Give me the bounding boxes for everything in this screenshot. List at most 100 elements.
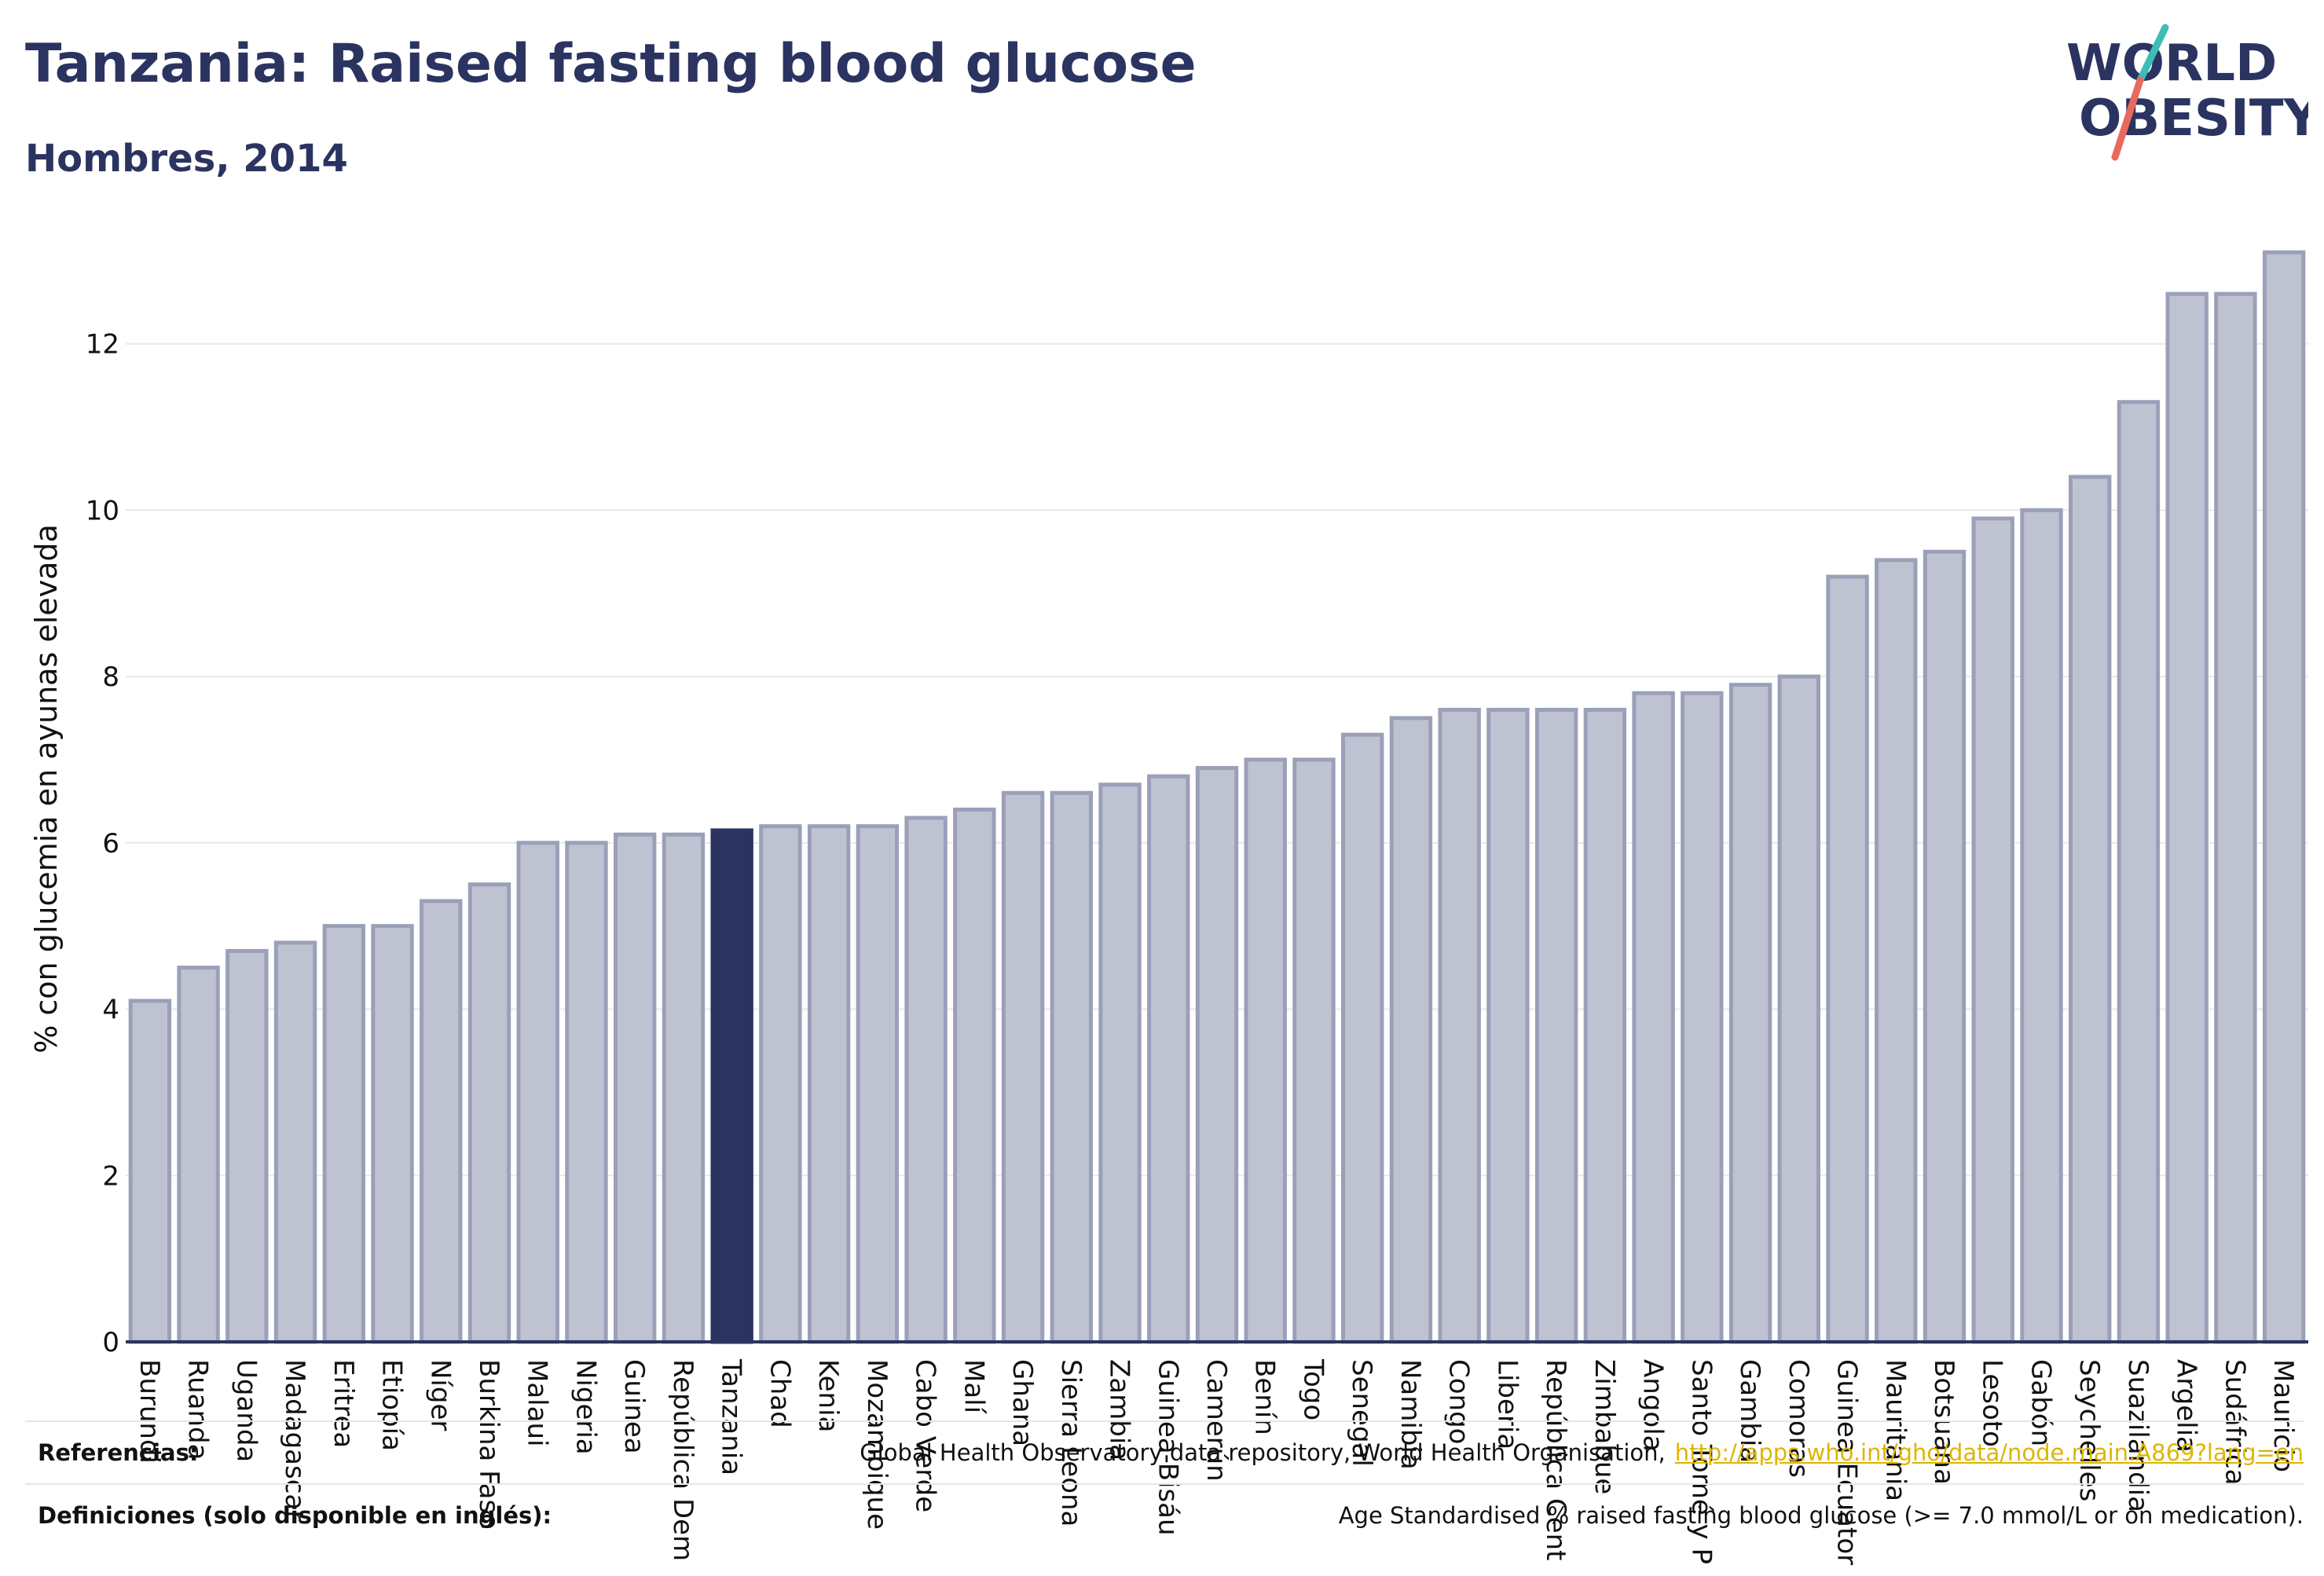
bar [322,924,365,1344]
bar [1292,757,1336,1344]
bar [1583,707,1627,1344]
bar [516,841,559,1344]
x-tick-label: Togo [1297,1358,1329,1420]
bar [565,841,608,1344]
bar [467,882,511,1344]
logo-slash-top [2136,24,2169,84]
x-tick-label: Etiopía [376,1359,408,1451]
x-tick-label: Namibia [1395,1359,1426,1470]
references-link[interactable]: http://apps.who.int/gho/data/node.main.A… [1674,1439,2304,1466]
bar [1195,766,1239,1344]
bar [1777,674,1820,1344]
bar [1728,683,1772,1344]
x-tick-label: Comoras [1783,1359,1814,1478]
bar [614,832,657,1344]
y-tick-label: 2 [102,1160,119,1192]
references-label: Referencias: [38,1439,199,1466]
x-tick-label: Malaui [522,1359,553,1446]
x-tick-label: Tanzania [716,1358,747,1475]
x-tick-label: Congo [1443,1359,1475,1444]
bar [1875,558,1918,1344]
x-tick-label: Nigeria [570,1359,601,1455]
bar [2020,508,2063,1344]
x-tick-label: Gambia [1734,1359,1765,1463]
bar [1632,691,1675,1344]
references-row: Referencias: Global Health Observatory d… [25,1420,2304,1485]
x-tick-label: Níger [424,1359,456,1431]
logo-slash-bottom [2111,76,2144,161]
bar [1826,574,1869,1344]
x-tick-label: Argelia [2171,1359,2202,1453]
chart-title: Tanzania: Raised fasting blood glucose [25,33,1197,95]
bar [1098,783,1142,1344]
bar [273,940,317,1344]
bar [420,899,463,1344]
world-obesity-logo: WORLD OBESITY [2066,24,2308,161]
x-tick-label: Angola [1637,1359,1669,1451]
y-axis-label: % con glucemia en ayunas elevada [29,524,64,1054]
definitions-label: Definiciones (solo disponible en inglés)… [38,1502,552,1529]
x-tick-label: Suazilandia [2122,1359,2154,1512]
references-text: Global Health Observatory data repositor… [860,1439,1666,1466]
x-tick-label: Chad [764,1359,795,1428]
x-tick-label: Kenia [812,1359,844,1432]
bar [904,815,948,1344]
x-tick-label: Mozambique [861,1359,893,1530]
x-tick-label: Zimbabue [1589,1359,1620,1494]
x-tick-label: Seychelles [2073,1359,2105,1501]
logo-text-obesity: OBESITY [2079,90,2308,148]
bar [2117,400,2161,1344]
x-tick-label: Burundi [134,1359,165,1464]
y-tick-label: 8 [102,662,119,693]
x-tick-label: Madagascar [279,1359,310,1521]
bar [2069,475,2112,1344]
x-tick-label: Sudáfrica [2219,1359,2250,1485]
x-tick-label: Santo Tomé y P [1685,1359,1717,1564]
definitions-text: Age Standardised % raised fasting blood … [1338,1502,2304,1529]
bar [1001,790,1045,1344]
x-tick-label: Zambia [1104,1359,1135,1461]
bar [1438,707,1481,1344]
bar [1341,732,1384,1344]
bar [177,966,220,1344]
x-tick-label: Ruanda [182,1359,214,1460]
x-tick-label: Senegal [1346,1359,1377,1467]
x-tick-label: Benín [1249,1359,1281,1435]
x-tick-label: Gabón [2025,1359,2056,1446]
bar [2165,291,2209,1344]
bar [128,999,172,1344]
bar [1486,707,1530,1344]
bar [662,832,706,1344]
bar [1389,716,1433,1344]
x-tick-label: República Dem [667,1359,698,1561]
bar-highlight [710,828,753,1344]
logo-text-world: WORLD [2066,35,2277,93]
x-tick-label: Guinea Ecuator [1831,1359,1863,1565]
bar [1681,691,1724,1344]
bar [2214,291,2257,1344]
y-tick-label: 0 [102,1327,119,1358]
x-tick-label: Guinea-Bisáu [1152,1359,1183,1536]
bar [856,824,900,1344]
x-tick-label: Guinea [618,1359,650,1454]
x-tick-label: Ghana [1006,1359,1038,1446]
x-tick-label: Mauricio [2267,1359,2299,1472]
definitions-row: Definiciones (solo disponible en inglés)… [25,1483,2304,1548]
y-tick-label: 12 [86,329,119,361]
x-tick-label: Camerún [1200,1359,1232,1482]
chart-subtitle: Hombres, 2014 [25,137,348,181]
bar [807,824,851,1344]
bar [2262,250,2306,1344]
x-tick-label: Mauritania [1879,1359,1911,1501]
y-tick-label: 10 [86,495,119,526]
x-tick-label: Sierra Leona [1055,1359,1087,1527]
y-tick-label: 6 [102,828,119,859]
bar [1244,757,1287,1344]
x-tick-label: Burkina Faso [473,1359,504,1530]
bar [759,824,802,1344]
bar [1971,516,2014,1344]
bar [1534,707,1578,1344]
references-value: Global Health Observatory data repositor… [860,1439,2304,1466]
bar [953,807,996,1344]
